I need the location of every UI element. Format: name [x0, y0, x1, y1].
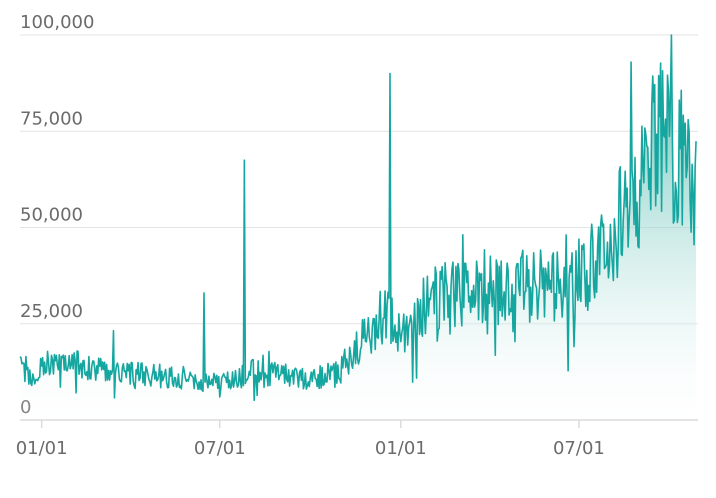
x-tick-label: 07/01: [553, 438, 605, 459]
y-tick-label: 25,000: [20, 301, 83, 322]
series-area-fill: [20, 35, 697, 420]
y-tick-label: 50,000: [20, 205, 83, 226]
y-tick-label: 100,000: [20, 12, 94, 33]
x-tick-label: 07/01: [194, 438, 246, 459]
y-tick-label: 75,000: [20, 108, 83, 129]
series-line: [19, 34, 697, 402]
x-axis-ticks: 01/01 07/01 01/01 07/01: [16, 420, 605, 459]
x-tick-label: 01/01: [16, 438, 68, 459]
x-tick-label: 01/01: [375, 438, 427, 459]
